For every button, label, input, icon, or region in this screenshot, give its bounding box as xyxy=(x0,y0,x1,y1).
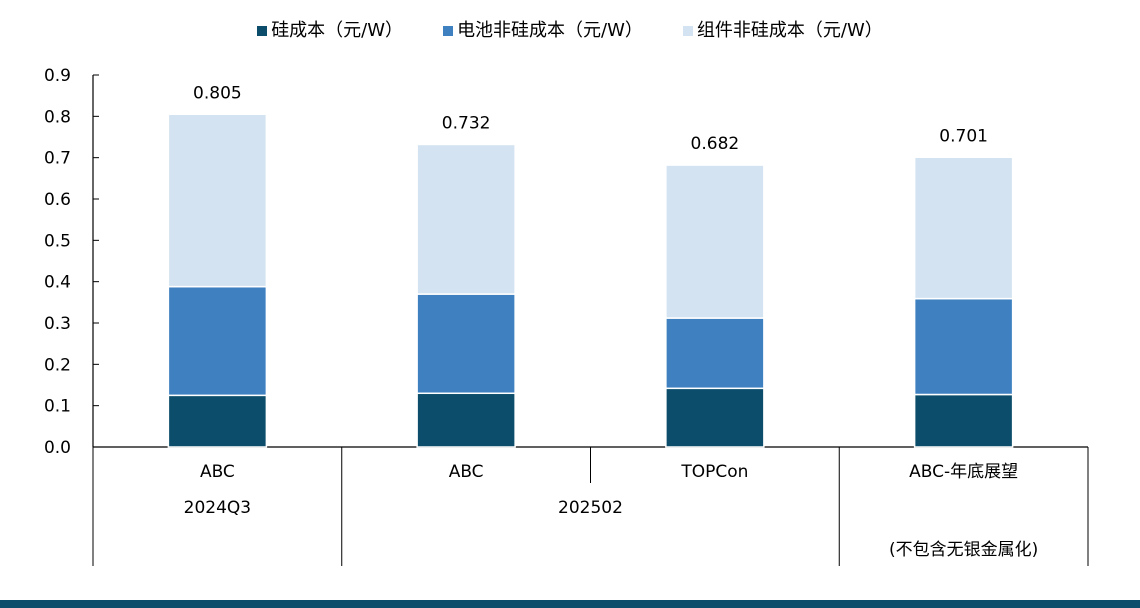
legend-item-2: 组件非硅成本（元/W） xyxy=(682,18,883,44)
group-label: (不包含无银金属化) xyxy=(889,540,1038,560)
y-tick-label: 0.6 xyxy=(44,190,71,210)
legend-item-0: 硅成本（元/W） xyxy=(257,18,403,44)
bar-total-label: 0.732 xyxy=(442,113,491,133)
x-category-label: ABC xyxy=(200,462,235,482)
y-tick-label: 0.2 xyxy=(44,355,71,375)
legend-label: 电池非硅成本（元/W） xyxy=(457,20,643,41)
y-tick-label: 0.9 xyxy=(44,66,71,86)
bar-segment xyxy=(665,317,765,390)
footer-bar xyxy=(0,600,1140,608)
group-label: 2024Q3 xyxy=(184,498,251,518)
bar-segment xyxy=(416,143,516,295)
bar-segment xyxy=(665,164,765,319)
bar-segment xyxy=(665,387,765,448)
x-category-label: TOPCon xyxy=(680,462,748,482)
bar-segment xyxy=(167,285,268,397)
bar-segment xyxy=(167,394,268,448)
y-tick-label: 0.5 xyxy=(44,231,71,251)
bar-total-label: 0.805 xyxy=(193,83,242,103)
legend-label: 硅成本（元/W） xyxy=(271,20,404,41)
y-tick-label: 0.1 xyxy=(44,397,71,417)
bar-segment xyxy=(913,156,1014,300)
x-category-label: ABC xyxy=(449,462,484,482)
y-tick-label: 0.4 xyxy=(44,273,71,293)
legend-item-1: 电池非硅成本（元/W） xyxy=(443,18,643,44)
bar-total-label: 0.701 xyxy=(939,126,988,146)
legend-label: 组件非硅成本（元/W） xyxy=(696,20,883,41)
group-label: 202502 xyxy=(558,498,623,518)
bar-total-label: 0.682 xyxy=(691,134,740,154)
y-tick-label: 0.8 xyxy=(44,107,71,127)
bar-segment xyxy=(913,297,1014,396)
legend-swatch xyxy=(443,26,454,36)
bar-segment xyxy=(416,392,516,448)
bar-segment xyxy=(167,113,268,288)
bar-segment xyxy=(913,393,1014,448)
y-tick-label: 0.3 xyxy=(44,314,71,334)
legend-swatch xyxy=(682,26,693,36)
legend-swatch xyxy=(257,26,268,36)
y-tick-label: 0.0 xyxy=(44,438,71,458)
legend: 硅成本（元/W） 电池非硅成本（元/W） 组件非硅成本（元/W） xyxy=(0,18,1140,44)
y-tick-label: 0.7 xyxy=(44,149,71,169)
bar-segment xyxy=(416,293,516,395)
x-category-label: ABC-年底展望 xyxy=(909,462,1018,482)
